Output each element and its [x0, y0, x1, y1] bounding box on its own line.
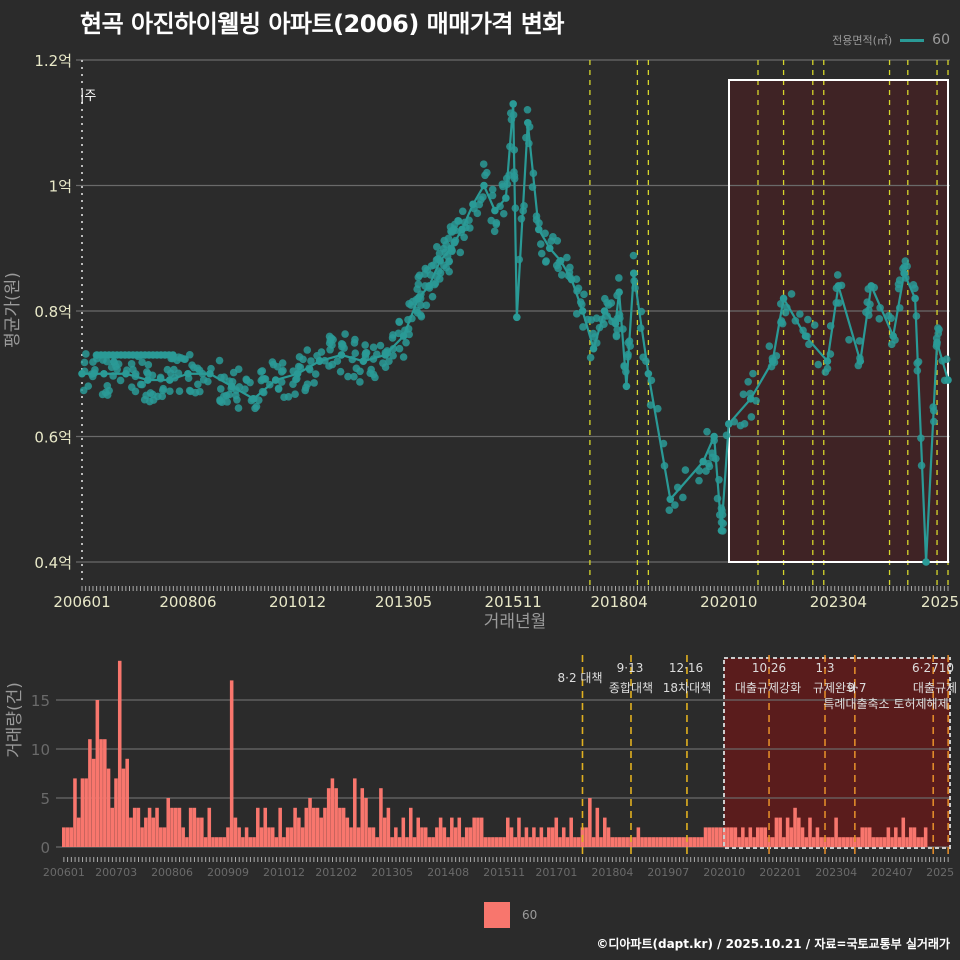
legend-bar-swatch — [484, 902, 510, 928]
x-tick-label: 201804 — [591, 866, 633, 879]
highlight-region — [724, 658, 950, 848]
x-tick-label: 201511 — [485, 593, 542, 611]
y-tick-label: 0.8억 — [34, 303, 72, 321]
policy-label: 1·3 — [815, 661, 834, 675]
x-tick-label: 200909 — [207, 866, 249, 879]
legend-line-swatch — [900, 38, 925, 42]
x-tick-label: 201012 — [263, 866, 305, 879]
y-tick-label: 0.6억 — [34, 429, 72, 447]
legend-value: 60 — [932, 32, 950, 48]
highlight-box — [728, 79, 949, 563]
x-tick-label: 201202 — [315, 866, 357, 879]
policy-label: 12·16 — [669, 661, 703, 675]
x-tick-label: 201804 — [591, 593, 648, 611]
chart-title: 현곡 아진하이웰빙 아파트(2006) 매매가격 변화 — [80, 10, 565, 38]
volume-chart: 0 5 10 15 8·2 대책 9·13 종합대책 12·16 18차대책 10·26 대출규제강… — [5, 655, 957, 879]
y-axis-title: 거래량(건) — [5, 682, 25, 758]
source-caption: ©디아파트(dapt.kr) / 2025.10.21 / 자료=국토교통부 실… — [596, 937, 950, 951]
volume-bars — [62, 660, 928, 847]
y-axis-title: 평균가(원) — [3, 272, 23, 348]
legend-label: 전용면적(㎡) — [832, 34, 893, 47]
x-tick-label: 201305 — [375, 593, 432, 611]
x-tick-label: 202407 — [871, 866, 913, 879]
policy-label: 18차대책 — [663, 680, 711, 695]
x-tick-label: 2025 — [926, 866, 954, 879]
legend-bottom-value: 60 — [522, 908, 538, 922]
x-tick-label: 200703 — [95, 866, 137, 879]
y-tick-label: 5 — [40, 790, 50, 808]
x-tick-label: 202201 — [759, 866, 801, 879]
x-tick-label: 200806 — [159, 593, 216, 611]
policy-label: 규제완화 — [813, 681, 857, 695]
x-tick-label: 201907 — [647, 866, 689, 879]
policy-label: 대출규제 — [913, 681, 957, 695]
x-tick-label: 200601 — [53, 593, 110, 611]
x-tick-label: 200601 — [43, 866, 85, 879]
y-tick-label: 1.2억 — [34, 52, 72, 70]
x-axis-title: 거래년월 — [484, 612, 547, 632]
policy-label: 6·2710 — [912, 661, 954, 675]
x-tick-label: 202010 — [703, 866, 745, 879]
legend-bottom: 60 — [484, 902, 537, 928]
y-tick-label: 0.4억 — [34, 554, 72, 572]
price-chart: 0.4억 0.6억 0.8억 1억 1.2억 |주 200601 200806 201012 20… — [3, 52, 959, 632]
policy-label: 10·26 — [752, 661, 786, 675]
policy-label: 8·2 대책 — [558, 670, 603, 685]
x-tick-label: 202304 — [815, 866, 857, 879]
x-tick-label: 201511 — [483, 866, 525, 879]
highlight-box — [723, 657, 951, 849]
y-tick-label: 15 — [31, 692, 50, 710]
policy-label: 특례대출축소 토허제해제 — [823, 697, 948, 711]
x-tick-label: 201012 — [269, 593, 326, 611]
highlight-region — [729, 80, 948, 562]
y-tick-label: 0 — [40, 839, 50, 857]
policy-label: 9·13 — [617, 661, 644, 675]
x-tick-label: 202010 — [700, 593, 757, 611]
y-tick-label: 1억 — [49, 178, 72, 196]
price-line — [82, 103, 950, 563]
policy-label: 대출규제강화 — [735, 681, 801, 695]
x-tick-label: 2025 — [921, 593, 959, 611]
start-marker-label: |주 — [80, 89, 96, 104]
policy-label: 종합대책 — [609, 680, 653, 695]
x-tick-label: 201305 — [371, 866, 413, 879]
x-tick-label: 201408 — [427, 866, 469, 879]
y-tick-label: 10 — [31, 741, 50, 759]
policy-label: 9·7 — [847, 681, 866, 695]
x-tick-label: 200806 — [151, 866, 193, 879]
x-tick-label: 201701 — [535, 866, 577, 879]
x-tick-label: 202304 — [810, 593, 867, 611]
legend-top: 전용면적(㎡) 60 — [832, 32, 950, 48]
